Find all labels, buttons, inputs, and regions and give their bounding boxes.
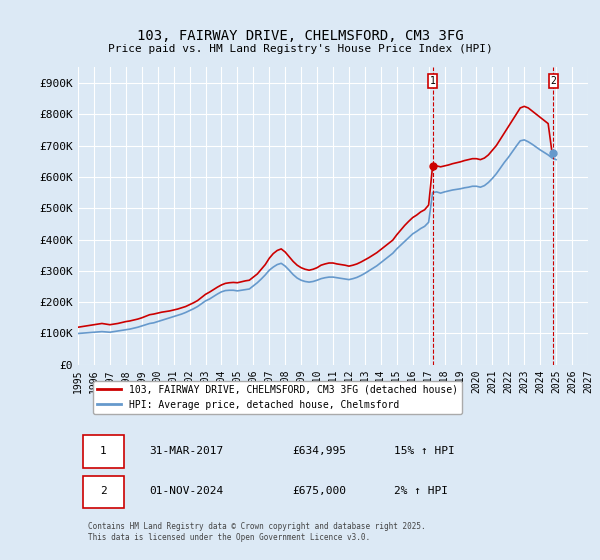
Text: Price paid vs. HM Land Registry's House Price Index (HPI): Price paid vs. HM Land Registry's House … bbox=[107, 44, 493, 54]
Text: Contains HM Land Registry data © Crown copyright and database right 2025.
This d: Contains HM Land Registry data © Crown c… bbox=[88, 522, 426, 542]
Legend: 103, FAIRWAY DRIVE, CHELMSFORD, CM3 3FG (detached house), HPI: Average price, de: 103, FAIRWAY DRIVE, CHELMSFORD, CM3 3FG … bbox=[93, 381, 462, 414]
Text: 01-NOV-2024: 01-NOV-2024 bbox=[149, 487, 224, 497]
Text: 2: 2 bbox=[100, 487, 107, 497]
FancyBboxPatch shape bbox=[83, 436, 124, 468]
Text: 31-MAR-2017: 31-MAR-2017 bbox=[149, 446, 224, 456]
Text: 103, FAIRWAY DRIVE, CHELMSFORD, CM3 3FG: 103, FAIRWAY DRIVE, CHELMSFORD, CM3 3FG bbox=[137, 29, 463, 44]
Text: 1: 1 bbox=[430, 76, 436, 86]
Text: 1: 1 bbox=[100, 446, 107, 456]
Text: £634,995: £634,995 bbox=[292, 446, 346, 456]
Text: 2% ↑ HPI: 2% ↑ HPI bbox=[394, 487, 448, 497]
Text: 2: 2 bbox=[550, 76, 556, 86]
Text: 15% ↑ HPI: 15% ↑ HPI bbox=[394, 446, 455, 456]
Text: £675,000: £675,000 bbox=[292, 487, 346, 497]
FancyBboxPatch shape bbox=[83, 476, 124, 508]
